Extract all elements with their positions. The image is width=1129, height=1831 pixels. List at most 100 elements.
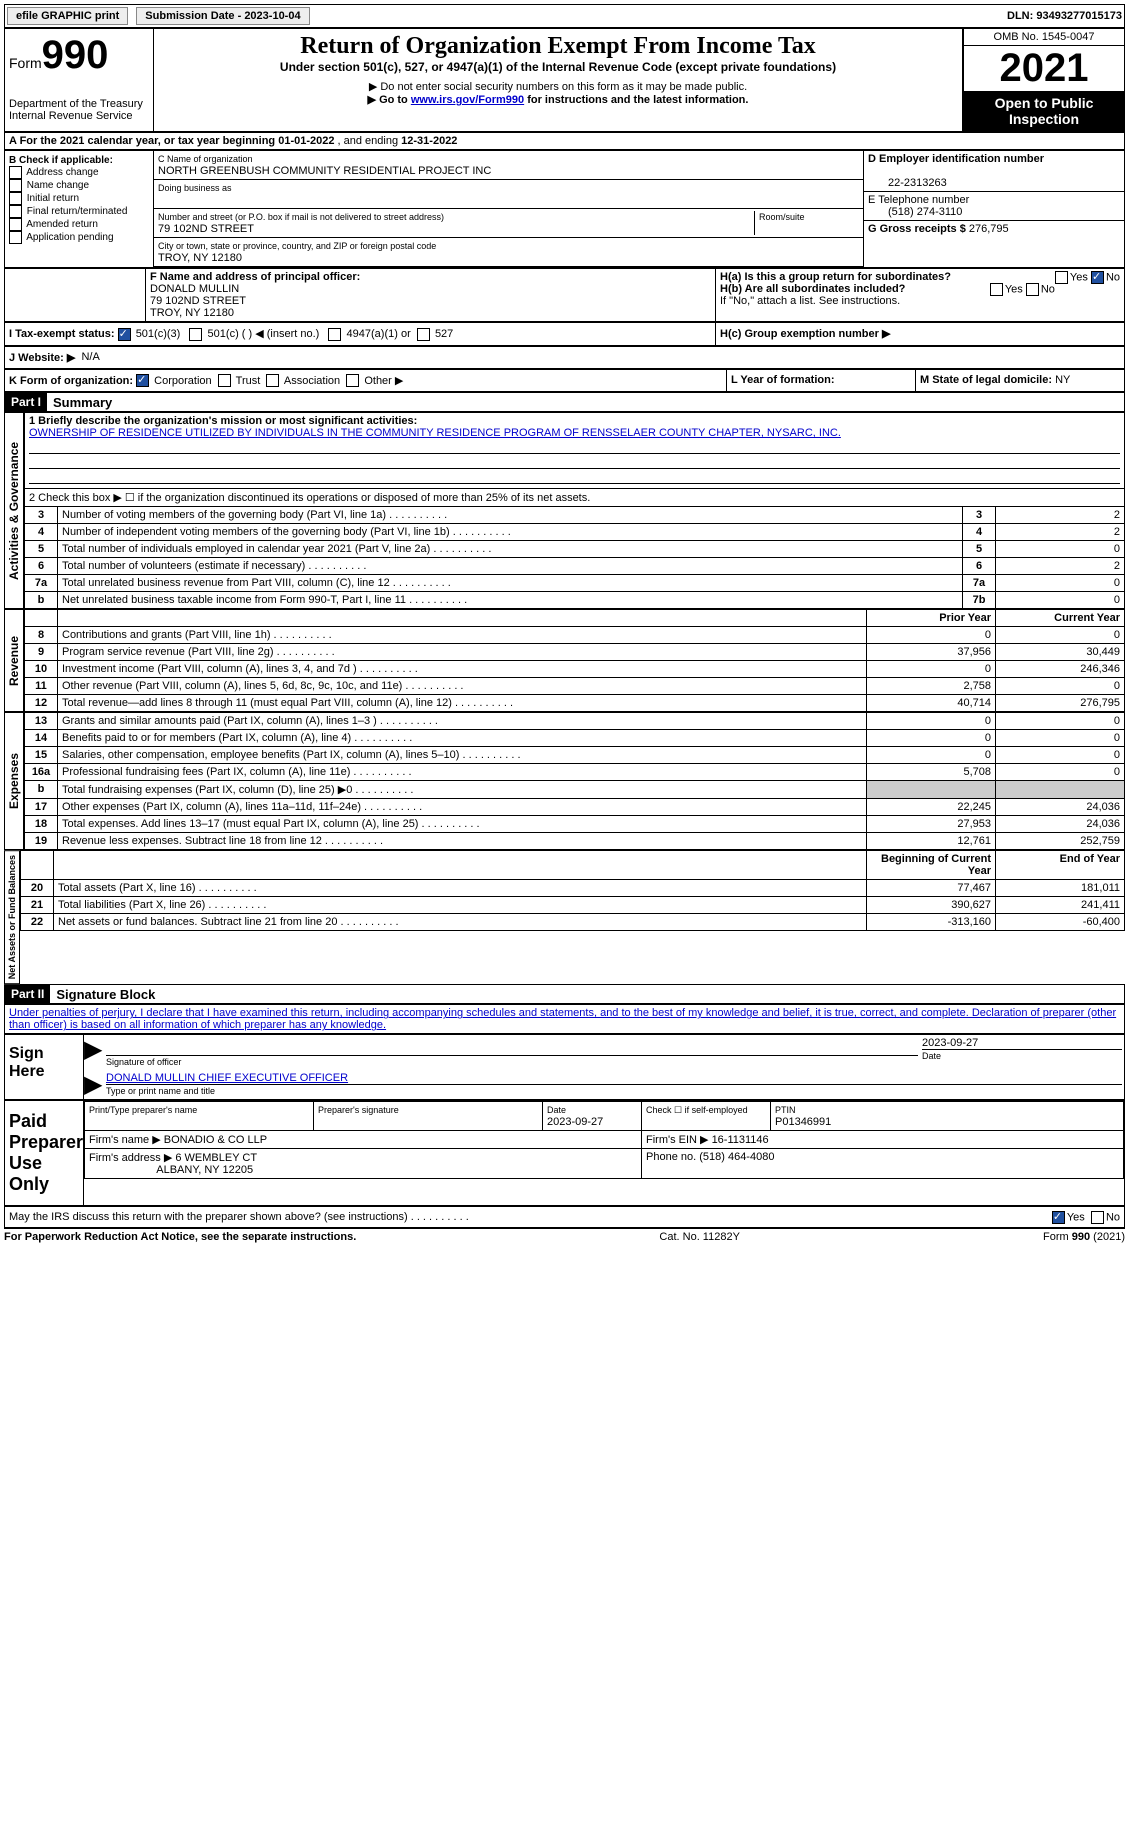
ha-label: H(a) Is this a group return for subordin…	[720, 271, 951, 283]
firm-ein: 16-1131146	[712, 1134, 769, 1146]
ha-no-checkbox[interactable]	[1091, 271, 1104, 284]
form-number: Form990	[9, 33, 149, 78]
org-name: NORTH GREENBUSH COMMUNITY RESIDENTIAL PR…	[158, 165, 491, 177]
section-b: B Check if applicable: Address change Na…	[5, 151, 154, 267]
form-subtitle: Under section 501(c), 527, or 4947(a)(1)…	[158, 60, 958, 74]
city-value: TROY, NY 12180	[158, 252, 242, 264]
summary-row: 9Program service revenue (Part VIII, lin…	[25, 644, 1125, 661]
summary-row: 4Number of independent voting members of…	[25, 524, 1125, 541]
amended-return-checkbox[interactable]	[9, 218, 22, 231]
ptin-value: P01346991	[775, 1116, 831, 1128]
firm-phone: (518) 464-4080	[699, 1151, 774, 1163]
discuss-yes-checkbox[interactable]	[1052, 1211, 1065, 1224]
city-label: City or town, state or province, country…	[158, 241, 436, 251]
other-checkbox[interactable]	[346, 374, 359, 387]
section-a-period: A For the 2021 calendar year, or tax yea…	[4, 132, 1125, 150]
discuss-no-checkbox[interactable]	[1091, 1211, 1104, 1224]
header-grid: B Check if applicable: Address change Na…	[4, 150, 1125, 268]
corp-checkbox[interactable]	[136, 374, 149, 387]
vlabel-ag: Activities & Governance	[4, 412, 24, 609]
cat-number: Cat. No. 11282Y	[659, 1231, 740, 1243]
initial-return-checkbox[interactable]	[9, 192, 22, 205]
summary-row: 8Contributions and grants (Part VIII, li…	[25, 627, 1125, 644]
line2: 2 Check this box ▶ ☐ if the organization…	[25, 489, 1125, 507]
summary-row: 12Total revenue—add lines 8 through 11 (…	[25, 695, 1125, 712]
officer-typed-name[interactable]: DONALD MULLIN CHIEF EXECUTIVE OFFICER	[106, 1072, 348, 1084]
501c-checkbox[interactable]	[189, 328, 202, 341]
officer-street: 79 102ND STREET	[150, 295, 246, 307]
vlabel-rev: Revenue	[4, 609, 24, 712]
website-label: J Website: ▶	[9, 351, 75, 364]
dba-label: Doing business as	[158, 183, 232, 193]
form-org-label: K Form of organization:	[9, 375, 133, 387]
address-change-checkbox[interactable]	[9, 166, 22, 179]
summary-row: 14Benefits paid to or for members (Part …	[25, 730, 1125, 747]
topbar: efile GRAPHIC print Submission Date - 20…	[4, 4, 1125, 28]
sig-date: 2023-09-27	[922, 1037, 978, 1049]
line1-label: 1 Briefly describe the organization's mi…	[29, 415, 417, 427]
firm-addr2: ALBANY, NY 12205	[156, 1164, 253, 1176]
year-formation-label: L Year of formation:	[731, 374, 835, 386]
phone-value: (518) 274-3110	[868, 206, 962, 218]
final-return-checkbox[interactable]	[9, 205, 22, 218]
form-footer: Form 990 (2021)	[1043, 1231, 1125, 1243]
officer-label: F Name and address of principal officer:	[150, 271, 360, 283]
ein-label: D Employer identification number	[868, 153, 1044, 165]
ha-yes-checkbox[interactable]	[1055, 271, 1068, 284]
summary-row: 11Other revenue (Part VIII, column (A), …	[25, 678, 1125, 695]
goto-note: ▶ Go to www.irs.gov/Form990 for instruct…	[158, 93, 958, 106]
summary-row: 20Total assets (Part X, line 16)77,46718…	[21, 880, 1125, 897]
street-label: Number and street (or P.O. box if mail i…	[158, 212, 444, 222]
efile-print-button[interactable]: efile GRAPHIC print	[7, 7, 128, 25]
gross-receipts-label: G Gross receipts $	[868, 223, 969, 235]
application-pending-checkbox[interactable]	[9, 231, 22, 244]
summary-row: 16aProfessional fundraising fees (Part I…	[25, 764, 1125, 781]
irs-label: Internal Revenue Service	[9, 110, 149, 122]
summary-row: 17Other expenses (Part IX, column (A), l…	[25, 799, 1125, 816]
summary-row: 19Revenue less expenses. Subtract line 1…	[25, 833, 1125, 850]
summary-row: bTotal fundraising expenses (Part IX, co…	[25, 781, 1125, 799]
vlabel-na: Net Assets or Fund Balances	[4, 850, 20, 984]
name-change-checkbox[interactable]	[9, 179, 22, 192]
type-name-label: Type or print name and title	[106, 1086, 215, 1096]
room-label: Room/suite	[759, 212, 805, 222]
mission-text[interactable]: OWNERSHIP OF RESIDENCE UTILIZED BY INDIV…	[29, 427, 841, 439]
part1-title: Summary	[47, 395, 112, 410]
firm-name: BONADIO & CO LLP	[164, 1134, 267, 1146]
hb-yes-checkbox[interactable]	[990, 283, 1003, 296]
pra-notice: For Paperwork Reduction Act Notice, see …	[4, 1231, 356, 1243]
hb-no-checkbox[interactable]	[1026, 283, 1039, 296]
dept-treasury: Department of the Treasury	[9, 98, 149, 110]
sig-officer-label: Signature of officer	[106, 1057, 181, 1067]
part2-header: Part II	[5, 985, 50, 1003]
tax-exempt-label: I Tax-exempt status:	[9, 328, 115, 340]
vlabel-exp: Expenses	[4, 712, 24, 850]
summary-row: 10Investment income (Part VIII, column (…	[25, 661, 1125, 678]
ein-value: 22-2313263	[868, 177, 947, 189]
discuss-label: May the IRS discuss this return with the…	[9, 1211, 408, 1223]
trust-checkbox[interactable]	[218, 374, 231, 387]
part1-header: Part I	[5, 393, 47, 411]
527-checkbox[interactable]	[417, 328, 430, 341]
part2-title: Signature Block	[50, 987, 155, 1002]
form-header: Form990 Department of the Treasury Inter…	[4, 28, 1125, 132]
omb-number: OMB No. 1545-0047	[964, 29, 1124, 46]
street-value: 79 102ND STREET	[158, 223, 254, 235]
submission-date-button[interactable]: Submission Date - 2023-10-04	[136, 7, 309, 25]
website-value: N/A	[81, 351, 99, 364]
501c3-checkbox[interactable]	[118, 328, 131, 341]
summary-row: 5Total number of individuals employed in…	[25, 541, 1125, 558]
hb-note: If "No," attach a list. See instructions…	[720, 295, 1120, 307]
sign-here-label: Sign Here	[5, 1035, 84, 1099]
summary-row: 18Total expenses. Add lines 13–17 (must …	[25, 816, 1125, 833]
4947a1-checkbox[interactable]	[328, 328, 341, 341]
summary-row: 3Number of voting members of the governi…	[25, 507, 1125, 524]
form990-link[interactable]: www.irs.gov/Form990	[411, 94, 524, 106]
dln-label: DLN: 93493277015173	[1007, 10, 1122, 22]
gross-receipts-value: 276,795	[969, 223, 1009, 235]
org-name-label: C Name of organization	[158, 154, 253, 164]
summary-row: 13Grants and similar amounts paid (Part …	[25, 713, 1125, 730]
assoc-checkbox[interactable]	[266, 374, 279, 387]
hc-label: H(c) Group exemption number ▶	[720, 328, 890, 340]
date-label: Date	[922, 1051, 941, 1061]
